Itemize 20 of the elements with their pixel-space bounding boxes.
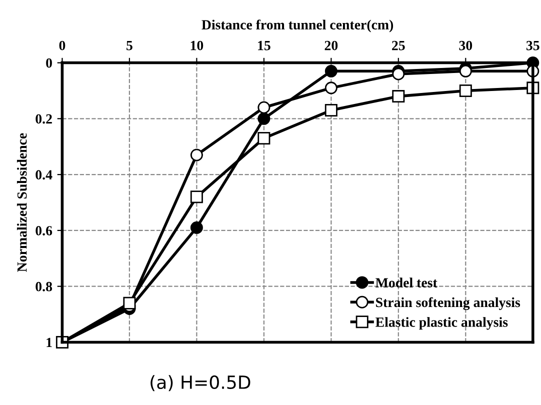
x-tick-label: 25: [392, 40, 405, 50]
y-tick-label: 0.8: [36, 282, 52, 292]
legend-label: Model test: [376, 278, 438, 288]
x-tick-label: 15: [258, 40, 270, 50]
y-tick-label: 0.4: [36, 170, 52, 180]
x-tick-label: 5: [126, 41, 132, 50]
x-tick-label: 35: [526, 40, 540, 50]
x-axis-title: Distance from tunnel center(cm): [202, 20, 394, 32]
x-tick-label: 20: [324, 40, 338, 50]
text: (a) H=0.5D: [150, 375, 250, 392]
legend-label: Elastic plastic analysis: [376, 317, 508, 330]
x-tick-label: 30: [459, 40, 472, 50]
x-tick-label: 10: [190, 40, 204, 50]
x-tick-label: 0: [59, 40, 66, 50]
y-tick-label: 0.6: [36, 226, 52, 236]
y-tick-label: 0: [46, 58, 52, 68]
y-axis-title: Normalized Subsidence: [16, 133, 27, 272]
y-tick-label: 0.2: [36, 114, 52, 124]
legend-label: Strain softening analysis: [376, 297, 520, 310]
y-tick-label: 1: [46, 338, 52, 348]
